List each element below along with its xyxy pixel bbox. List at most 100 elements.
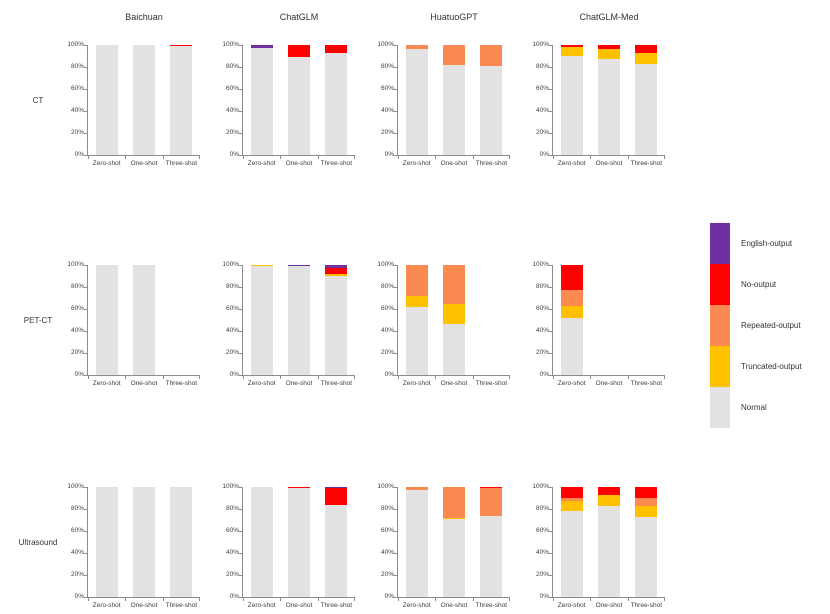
y-tick-label: 60% [535,85,549,92]
x-tick-mark [473,156,474,159]
y-tick-label: 0% [229,593,239,600]
plot-area [242,487,355,598]
x-tick-mark [509,156,510,159]
y-tick-label: 0% [384,371,394,378]
bar-segment [95,265,118,375]
x-tick-mark [590,376,591,379]
chart-PET-CT-Baichuan: 0% 20% 40% 60% 80% 100% Zero-shot One-shot Three… [58,261,203,397]
bar-segment [325,488,348,505]
y-tick-mark [549,352,552,354]
y-tick-label: 80% [70,283,84,290]
y-tick-label: 80% [535,283,549,290]
bar-segment [635,498,658,506]
y-tick-mark [84,88,87,90]
y-tick-label: 100% [532,41,549,48]
y-tick-label: 20% [380,129,394,136]
x-tick-label: Three-shot [320,380,353,387]
y-tick-label: 100% [377,41,394,48]
x-tick-mark [398,376,399,379]
bar-segment [560,487,583,498]
y-tick-mark [394,374,397,376]
x-tick-label: Zero-shot [247,160,276,167]
x-tick-label: One-shot [440,160,468,167]
bar-segment [635,505,658,517]
x-tick-mark [435,376,436,379]
y-tick-mark [239,508,242,510]
chart-Ultrasound-ChatGLM: 0% 20% 40% 60% 80% 100% Zero-shot One-shot Three… [213,483,358,614]
x-tick-label: Zero-shot [402,380,431,387]
x-tick-mark [435,598,436,601]
y-tick-label: 80% [70,505,84,512]
bar-segment [480,515,503,597]
y-tick-label: 40% [535,327,549,334]
bar-segment [288,57,310,155]
legend-swatch-repeated-output [710,305,730,346]
bar-segment [598,505,620,597]
x-tick-label: Three-shot [475,160,508,167]
y-tick-mark [84,286,87,288]
bar-segment [443,265,465,304]
chart-PET-CT-HuatuoGPT: 0% 20% 40% 60% 80% 100% Zero-shot One-shot Three… [368,261,513,397]
bar-segment [560,305,583,318]
y-tick-mark [84,44,87,46]
y-tick-mark [84,530,87,532]
bar-segment [288,265,310,267]
x-tick-label: Three-shot [165,380,198,387]
x-tick-mark [243,376,244,379]
bar-segment [560,290,583,306]
y-tick-mark [84,132,87,134]
x-tick-mark [318,376,319,379]
y-tick-label: 100% [67,41,84,48]
plot-area [87,45,200,156]
x-tick-mark [125,376,126,379]
bar-segment [405,45,428,50]
y-tick-label: 60% [225,527,239,534]
bar-segment [250,265,273,267]
bar-segment [598,59,620,155]
x-tick-mark [628,156,629,159]
plot-area [397,45,510,156]
x-tick-mark [435,156,436,159]
y-tick-mark [549,308,552,310]
x-tick-mark [199,156,200,159]
y-tick-label: 100% [67,483,84,490]
x-tick-mark [628,376,629,379]
x-tick-label: Three-shot [165,602,198,609]
x-tick-label: Zero-shot [557,380,586,387]
y-tick-label: 100% [67,261,84,268]
y-tick-mark [549,44,552,46]
legend-label-normal: Normal [741,403,767,412]
bar-segment [635,63,658,155]
y-tick-mark [394,486,397,488]
y-tick-label: 20% [70,129,84,136]
x-tick-label: Three-shot [475,602,508,609]
x-tick-mark [553,156,554,159]
bar-segment [560,498,583,502]
y-tick-mark [84,330,87,332]
y-tick-mark [84,308,87,310]
x-tick-label: One-shot [595,602,623,609]
y-tick-mark [84,352,87,354]
y-tick-label: 40% [380,107,394,114]
y-tick-label: 100% [377,483,394,490]
bar-segment [480,65,503,155]
x-tick-label: Zero-shot [247,602,276,609]
y-tick-mark [394,286,397,288]
bar-segment [560,511,583,597]
y-tick-mark [394,508,397,510]
x-tick-label: One-shot [595,160,623,167]
bar-segment [598,494,620,506]
y-tick-label: 40% [380,549,394,556]
y-tick-label: 40% [225,549,239,556]
bar-segment [250,487,273,597]
y-tick-mark [549,552,552,554]
y-tick-label: 0% [74,371,84,378]
x-tick-label: Three-shot [630,160,663,167]
bar-segment [405,487,428,491]
bar-segment [288,487,310,489]
bar-segment [325,504,348,597]
plot-area [552,487,665,598]
y-tick-label: 20% [70,349,84,356]
x-tick-mark [473,598,474,601]
x-tick-mark [125,598,126,601]
